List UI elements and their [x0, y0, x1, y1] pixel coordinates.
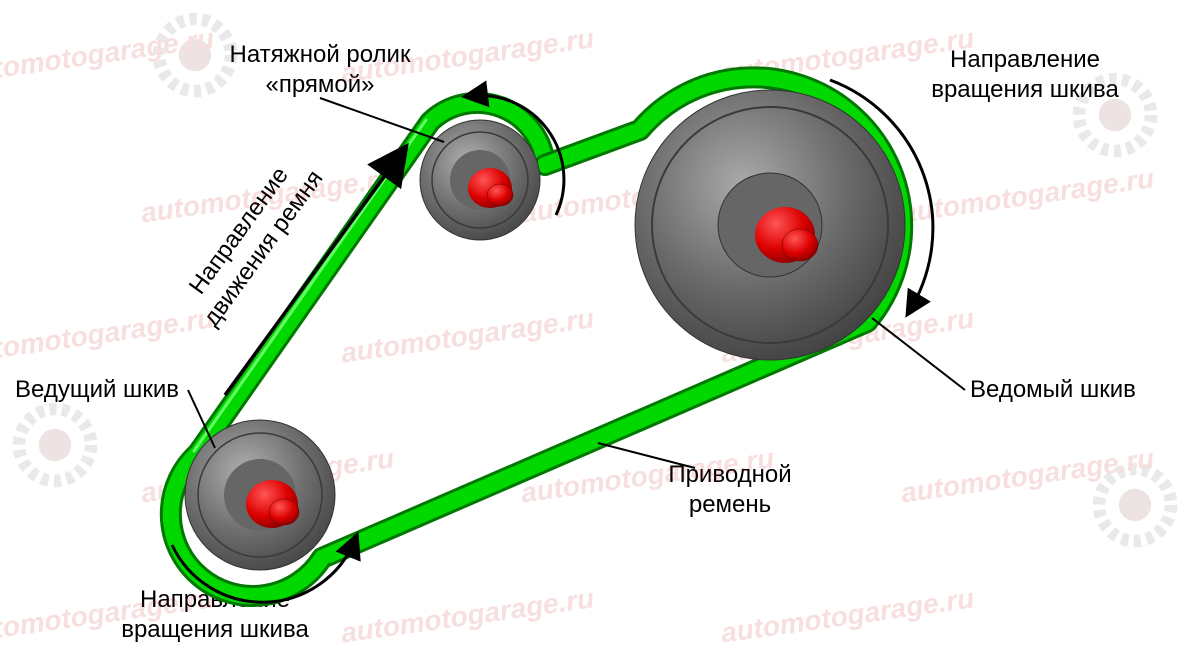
- driven-pulley: [635, 90, 905, 360]
- belt-direction-arrow: [225, 155, 400, 395]
- leader-belt: [598, 443, 695, 468]
- tensioner-roller: [420, 120, 540, 240]
- leader-driven-pulley: [872, 318, 965, 390]
- drive-pulley: [185, 420, 335, 570]
- belt-drive-diagram: [0, 0, 1200, 652]
